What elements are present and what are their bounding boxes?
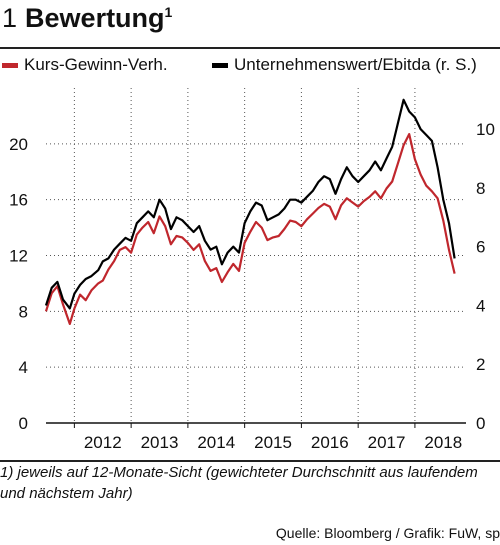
source-credit: Quelle: Bloomberg / Grafik: FuW, sp [275,525,500,541]
y-left-tick-label: 12 [9,247,28,266]
legend-item-kgv: Kurs-Gewinn-Verh. [2,55,168,75]
x-tick-label: 2017 [368,433,406,452]
chart-title-text: Bewertung [25,3,165,33]
footnote-divider [0,460,500,462]
chart-number: 1 [2,3,18,33]
x-tick-label: 2016 [311,433,349,452]
y-right-tick-label: 2 [476,355,485,374]
chart-title-row: 1 Bewertung1 [0,3,172,43]
legend-label-ev: Unternehmenswert/Ebitda (r. S.) [234,55,477,74]
x-tick-label: 2013 [141,433,179,452]
x-tick-label: 2018 [424,433,462,452]
legend-swatch-kgv [2,62,18,68]
footnote: 1) jeweils auf 12-Monate-Sicht (gewichte… [0,464,482,502]
y-left-tick-label: 0 [19,414,28,433]
y-right-tick-label: 4 [476,296,485,315]
legend-item-ev: Unternehmenswert/Ebitda (r. S.) [212,55,477,75]
chart-title: Bewertung1 [25,3,172,34]
x-tick-label: 2014 [197,433,235,452]
y-right-tick-label: 6 [476,238,485,257]
series-line-ev [44,98,456,310]
x-tick-label: 2012 [84,433,122,452]
title-divider [0,47,500,49]
y-right-tick-label: 8 [476,179,485,198]
line-chart: 0 4 8 12 16 20 0 2 4 6 8 10 2012 2013 2014 2015 2016 2017… [9,88,495,452]
y-left-tick-label: 16 [9,191,28,210]
series-line-kgv [44,132,456,325]
y-left-tick-label: 8 [19,302,28,321]
y-left-tick-label: 4 [19,358,28,377]
chart-title-footnote-marker: 1 [164,4,173,20]
y-left-tick-label: 20 [9,135,28,154]
x-tick-label: 2015 [254,433,292,452]
legend-swatch-ev [212,62,228,68]
chart-legend: Kurs-Gewinn-Verh. Unternehmenswert/Ebitd… [0,55,500,79]
y-right-tick-label: 0 [476,414,485,433]
legend-label-kgv: Kurs-Gewinn-Verh. [24,55,168,74]
y-right-tick-label: 10 [476,120,495,139]
